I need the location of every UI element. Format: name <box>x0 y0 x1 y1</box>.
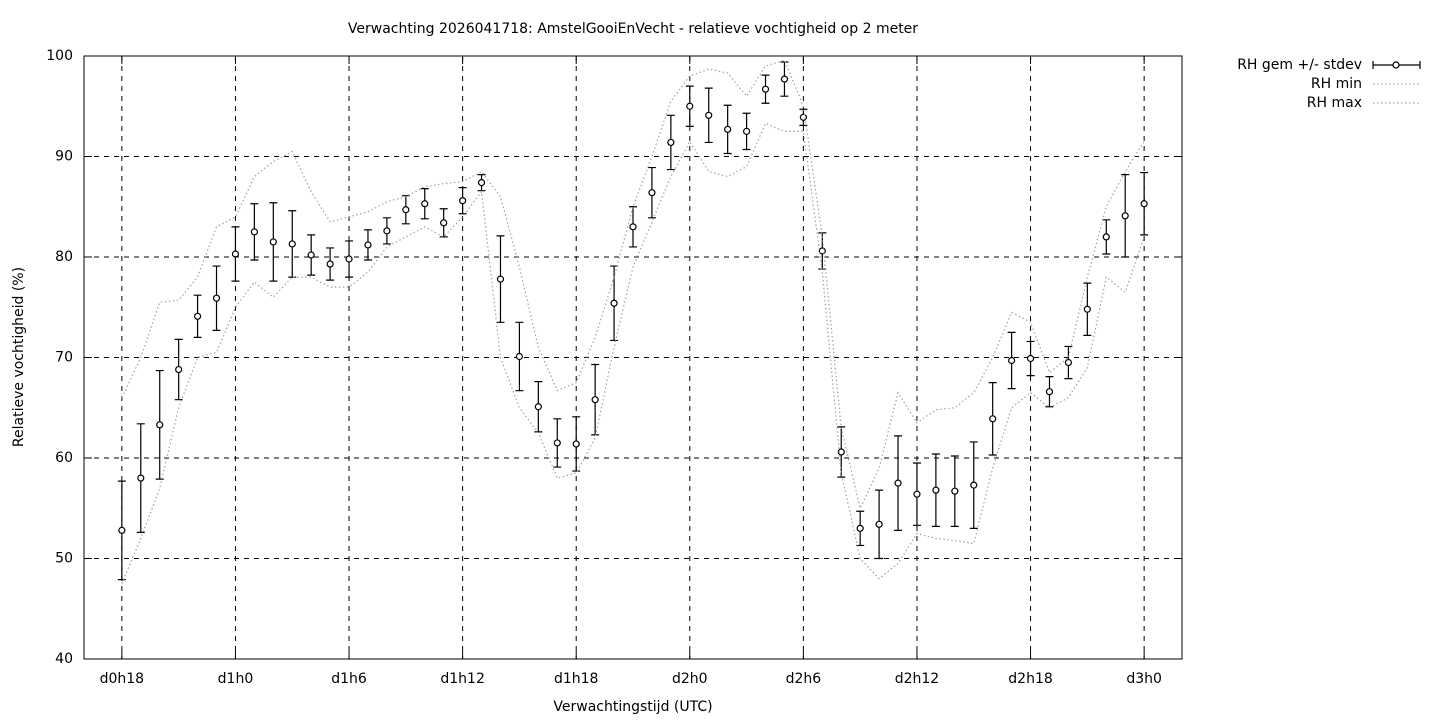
y-tick-label: 40 <box>55 651 73 667</box>
mean-point <box>1026 354 1035 363</box>
mean-point <box>610 299 618 307</box>
mean-point <box>1102 233 1110 241</box>
mean-point <box>269 238 277 246</box>
mean-point <box>932 486 940 494</box>
x-tick-label: d1h12 <box>440 671 484 687</box>
y-tick-label: 60 <box>55 450 73 466</box>
mean-point <box>970 481 978 489</box>
mean-point <box>364 241 372 249</box>
y-axis-label: Relatieve vochtigheid (%) <box>11 267 27 447</box>
mean-point <box>1045 388 1054 396</box>
legend-label: RH gem +/- stdev <box>1237 57 1362 73</box>
mean-point <box>118 526 126 534</box>
mean-point <box>989 415 997 423</box>
mean-point <box>553 439 561 447</box>
x-tick-label: d1h0 <box>218 671 254 687</box>
x-tick-label: d2h0 <box>672 671 708 687</box>
mean-point <box>1008 356 1016 365</box>
mean-point <box>572 440 580 448</box>
mean-point <box>875 520 883 528</box>
x-tick-label: d2h6 <box>786 671 822 687</box>
mean-point <box>193 312 202 320</box>
y-tick-label: 100 <box>46 48 73 64</box>
mean-point <box>326 260 334 268</box>
legend-label: RH min <box>1311 76 1362 92</box>
range-line <box>121 122 1145 584</box>
mean-point <box>440 219 448 227</box>
mean-point <box>1121 212 1129 220</box>
x-tick-label: d2h18 <box>1008 671 1052 687</box>
mean-point <box>534 403 542 411</box>
y-tick-label: 70 <box>55 350 73 366</box>
mean-point <box>459 197 467 205</box>
mean-point <box>742 127 751 135</box>
mean-point <box>761 85 770 93</box>
mean-point <box>894 479 902 487</box>
mean-point <box>383 227 391 235</box>
x-axis-label: Verwachtingstijd (UTC) <box>553 699 712 715</box>
y-tick-label: 90 <box>55 149 73 165</box>
mean-point <box>288 240 296 248</box>
mean-point <box>231 250 240 258</box>
mean-point <box>799 113 807 121</box>
mean-point <box>1083 305 1091 313</box>
mean-point <box>250 228 258 236</box>
mean-point <box>212 294 221 302</box>
mean-point <box>156 421 164 429</box>
plot-frame <box>83 55 1183 660</box>
mean-point <box>856 524 864 532</box>
y-tick-label: 80 <box>55 249 73 265</box>
mean-point <box>686 102 694 110</box>
mean-point <box>705 111 713 119</box>
mean-point <box>1140 200 1148 208</box>
mean-point <box>667 138 675 147</box>
x-tick-label: d1h6 <box>331 671 367 687</box>
mean-point <box>951 487 959 495</box>
mean-point <box>515 352 524 361</box>
mean-point <box>724 125 732 133</box>
x-tick-label: d3h0 <box>1126 671 1162 687</box>
mean-point <box>175 365 183 374</box>
range-line <box>121 59 1145 511</box>
mean-point <box>345 255 353 263</box>
x-tick-label: d1h18 <box>554 671 598 687</box>
mean-point <box>477 179 486 187</box>
y-tick-label: 50 <box>55 551 73 567</box>
mean-point <box>780 75 789 83</box>
mean-point <box>137 474 145 482</box>
mean-point <box>1064 358 1073 367</box>
mean-point <box>629 223 637 231</box>
mean-point <box>307 251 315 259</box>
x-tick-label: d2h12 <box>895 671 939 687</box>
mean-point <box>421 200 429 208</box>
mean-point <box>648 189 656 197</box>
legend-swatch <box>1392 61 1400 69</box>
x-tick-label: d0h18 <box>100 671 144 687</box>
mean-point <box>591 396 599 404</box>
mean-point <box>837 448 845 456</box>
chart-title: Verwachting 2026041718: AmstelGooiEnVech… <box>348 21 918 37</box>
legend-label: RH max <box>1307 95 1362 111</box>
mean-point <box>913 490 921 498</box>
mean-point <box>402 206 410 214</box>
mean-point <box>496 275 505 283</box>
